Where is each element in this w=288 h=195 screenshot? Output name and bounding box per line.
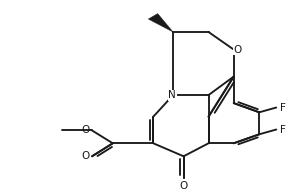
- Text: F: F: [280, 103, 285, 113]
- Text: O: O: [81, 151, 89, 161]
- Text: N: N: [168, 90, 176, 100]
- Text: O: O: [234, 45, 242, 55]
- Text: F: F: [280, 125, 285, 135]
- Polygon shape: [148, 13, 173, 32]
- Text: O: O: [179, 181, 188, 191]
- Text: O: O: [81, 125, 89, 135]
